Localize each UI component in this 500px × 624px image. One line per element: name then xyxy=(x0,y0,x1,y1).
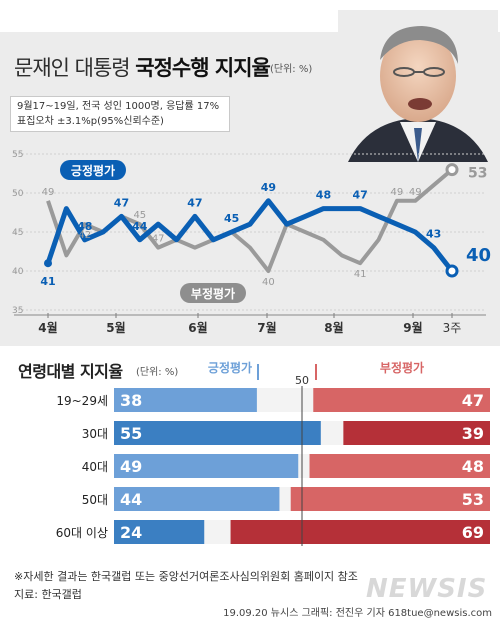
bar-negative xyxy=(290,487,490,511)
negative-data-label: 49 xyxy=(42,187,55,198)
age-category-label: 60대 이상 xyxy=(56,526,108,540)
bar-positive xyxy=(114,520,205,544)
bar-positive xyxy=(114,388,257,412)
positive-value-label: 24 xyxy=(120,523,142,542)
bar-positive xyxy=(114,421,321,445)
page-title: 문재인 대통령 국정수행 지지율 xyxy=(14,56,271,80)
positive-data-label: 44 xyxy=(132,220,148,233)
negative-data-label: 49 xyxy=(409,187,422,198)
negative-value-label: 47 xyxy=(462,391,484,410)
y-tick-label: 50 xyxy=(12,189,24,199)
president-portrait-image xyxy=(338,10,498,162)
age-chart-title: 연령대별 지지율 xyxy=(18,362,123,381)
y-tick-label: 35 xyxy=(12,306,23,316)
age-category-label: 19~29세 xyxy=(56,394,108,408)
y-tick-label: 55 xyxy=(12,150,23,160)
negative-data-label: 41 xyxy=(354,269,367,280)
x-tick-label: 6월 xyxy=(188,320,207,335)
positive-data-label: 47 xyxy=(353,189,368,202)
x-tick-label: 4월 xyxy=(38,320,57,335)
positive-data-label: 41 xyxy=(40,275,55,288)
positive-point xyxy=(445,264,459,278)
midline-label: 50 xyxy=(295,374,309,387)
positive-point xyxy=(44,259,52,268)
positive-data-label: 47 xyxy=(114,196,129,209)
negative-point xyxy=(445,163,459,177)
positive-value-label: 49 xyxy=(120,457,142,476)
positive-value-label: 55 xyxy=(120,424,142,443)
negative-data-label: 47 xyxy=(152,234,165,245)
x-tick-label: 3주 xyxy=(443,321,462,335)
survey-error-margin: 표집오차 ±3.1%p(95%신뢰수준) xyxy=(17,116,164,127)
negative-data-label: 40 xyxy=(262,277,275,288)
age-bar-chart: 긍정평가 부정평가 50 19~29세 38 47 30대 55 39 40대 49 48 50대 44 5… xyxy=(56,360,490,546)
positive-data-label: 47 xyxy=(187,196,202,209)
positive-value-label: 44 xyxy=(120,490,142,509)
positive-data-label: 45 xyxy=(224,212,239,225)
legend-positive: 긍정평가 xyxy=(60,160,126,180)
negative-value-label: 48 xyxy=(462,457,484,476)
series-positive-line xyxy=(45,198,454,273)
legend-negative: 부정평가 xyxy=(180,283,246,303)
legend-positive-box xyxy=(60,160,126,180)
source-label: 지료: 한국갤럽 xyxy=(14,588,82,601)
age-chart-unit: (단위: %) xyxy=(136,367,179,378)
bar-positive xyxy=(114,487,280,511)
y-tick-label: 40 xyxy=(12,267,24,277)
bar-positive xyxy=(114,454,299,478)
positive-data-label: 48 xyxy=(77,220,92,233)
survey-info-box: 9월17~19일, 전국 성인 1000명, 응답률 17% 표집오차 ±3.1… xyxy=(10,96,230,132)
negative-value-label: 69 xyxy=(462,523,484,542)
legend-negative-label: 부정평가 xyxy=(191,286,235,301)
y-tick-label: 45 xyxy=(12,228,23,238)
negative-data-label: 49 xyxy=(391,187,404,198)
positive-data-label: 43 xyxy=(426,228,441,241)
newsis-logo: NEWSIS xyxy=(366,574,488,604)
positive-data-label: 49 xyxy=(261,181,276,194)
negative-data-label: 42 xyxy=(78,230,91,241)
negative-data-label: 53 xyxy=(468,166,487,182)
age-category-label: 50대 xyxy=(82,493,108,507)
positive-value-label: 38 xyxy=(120,391,142,410)
legend-negative-box xyxy=(180,283,246,303)
bar-legend-positive: 긍정평가 xyxy=(208,360,252,375)
age-category-label: 30대 xyxy=(82,427,108,441)
legend-positive-label: 긍정평가 xyxy=(71,163,115,178)
positive-data-label: 40 xyxy=(466,245,491,266)
x-tick-label: 5월 xyxy=(106,320,125,335)
survey-period: 9월17~19일, 전국 성인 1000명, 응답률 17% xyxy=(17,101,220,112)
bar-negative xyxy=(313,388,490,412)
negative-data-label: 45 xyxy=(133,210,146,221)
negative-value-label: 53 xyxy=(462,490,484,509)
bar-legend-negative: 부정평가 xyxy=(380,360,424,375)
bar-negative xyxy=(230,520,490,544)
negative-value-label: 39 xyxy=(462,424,484,443)
positive-data-label: 48 xyxy=(316,189,331,202)
x-tick-label: 9월 xyxy=(403,320,422,335)
bar-negative xyxy=(309,454,490,478)
chart-unit: (단위: %) xyxy=(270,64,313,75)
x-tick-label: 8월 xyxy=(324,320,343,335)
credit-line: 19.09.20 뉴시스 그래픽: 전진우 기자 618tue@newsis.c… xyxy=(223,608,492,619)
bar-negative xyxy=(343,421,490,445)
x-tick-label: 7월 xyxy=(257,320,276,335)
age-category-label: 40대 xyxy=(82,460,108,474)
footnote: ※자세한 결과는 한국갤럽 또는 중앙선거여론조사심의위원회 홈페이지 참조 xyxy=(14,570,358,583)
